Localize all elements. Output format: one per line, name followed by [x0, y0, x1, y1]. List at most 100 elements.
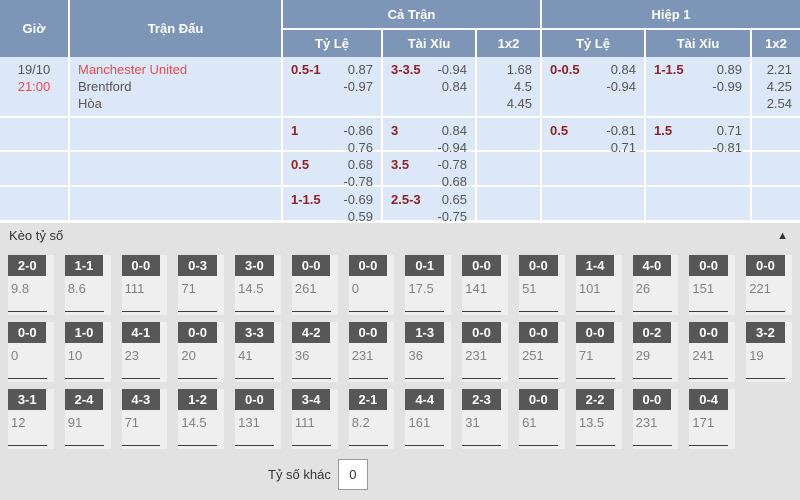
odds-value[interactable]: 2.54 [766, 96, 792, 111]
score-cell[interactable]: 0-0 151 [689, 255, 736, 315]
stake-input[interactable] [462, 445, 502, 446]
stake-input[interactable] [348, 445, 388, 446]
h1-handicap-cell[interactable]: 0-0.5 0.84 -0.94 [542, 57, 646, 116]
odds-value[interactable]: -0.81 [606, 123, 636, 138]
odds-value[interactable]: -0.81 [712, 140, 742, 155]
other-score-input[interactable] [337, 459, 368, 490]
ft-handicap-cell[interactable]: 1 -0.86 0.76 [283, 118, 383, 155]
ft-handicap-cell[interactable]: 0.5 0.68 -0.78 [283, 152, 383, 189]
score-cell[interactable]: 0-0 71 [575, 322, 622, 382]
score-cell[interactable]: 2-4 91 [64, 389, 111, 449]
ft-overunder-cell[interactable]: 3 0.84 -0.94 [383, 118, 477, 155]
odds-value[interactable]: -0.94 [437, 62, 467, 77]
stake-input[interactable] [519, 378, 558, 379]
odds-value[interactable]: 2.21 [766, 62, 792, 77]
stake-input[interactable] [405, 445, 445, 446]
stake-input[interactable] [235, 311, 275, 312]
odds-value[interactable]: 0.76 [347, 140, 373, 155]
ft-overunder-cell[interactable]: 2.5-3 0.65 -0.75 [383, 187, 477, 224]
stake-input[interactable] [348, 311, 388, 312]
odds-value[interactable]: 0.65 [441, 192, 467, 207]
stake-input[interactable] [64, 311, 104, 312]
odds-value[interactable]: 0.59 [347, 209, 373, 224]
stake-input[interactable] [689, 311, 729, 312]
stake-input[interactable] [575, 311, 615, 312]
ft-handicap-cell[interactable]: 0.5-1 0.87 -0.97 [283, 57, 383, 116]
h1-overunder-cell[interactable]: 1-1.5 0.89 -0.99 [646, 57, 752, 116]
ft-1x2-cell[interactable]: 1.68 4.5 4.45 [477, 57, 542, 116]
stake-input[interactable] [121, 378, 161, 379]
score-cell[interactable]: 4-0 26 [632, 255, 679, 315]
score-cell[interactable]: 0-0 61 [519, 389, 565, 449]
score-cell[interactable]: 2-2 13.5 [575, 389, 622, 449]
stake-input[interactable] [64, 445, 104, 446]
odds-value[interactable]: 0.71 [610, 140, 636, 155]
odds-value[interactable]: 4.5 [513, 79, 532, 94]
odds-value[interactable]: 1.68 [506, 62, 532, 77]
stake-input[interactable] [291, 378, 331, 379]
score-cell[interactable]: 2-0 9.8 [8, 255, 54, 315]
odds-value[interactable]: -0.94 [437, 140, 467, 155]
odds-value[interactable]: 4.45 [506, 96, 532, 111]
score-cell[interactable]: 2-3 31 [462, 389, 509, 449]
score-cell[interactable]: 1-1 8.6 [64, 255, 111, 315]
score-cell[interactable]: 3-0 14.5 [235, 255, 281, 315]
odds-value[interactable]: -0.99 [712, 79, 742, 94]
odds-value[interactable]: -0.75 [437, 209, 467, 224]
score-cell[interactable]: 0-0 251 [519, 322, 565, 382]
stake-input[interactable] [689, 445, 729, 446]
score-cell[interactable]: 2-1 8.2 [348, 389, 395, 449]
score-cell[interactable]: 0-0 141 [462, 255, 509, 315]
odds-value[interactable]: 0.87 [347, 62, 373, 77]
score-cell[interactable]: 1-4 101 [575, 255, 622, 315]
score-cell[interactable]: 3-1 12 [8, 389, 54, 449]
stake-input[interactable] [689, 378, 729, 379]
stake-input[interactable] [178, 445, 218, 446]
score-cell[interactable]: 0-0 51 [519, 255, 565, 315]
odds-value[interactable]: 0.84 [441, 123, 467, 138]
collapse-arrow-icon[interactable]: ▲ [777, 229, 788, 242]
odds-value[interactable]: -0.78 [437, 157, 467, 172]
score-cell[interactable]: 0-0 221 [746, 255, 792, 315]
score-cell[interactable]: 0-3 71 [178, 255, 225, 315]
score-cell[interactable]: 0-0 111 [121, 255, 168, 315]
odds-value[interactable]: 0.84 [441, 79, 467, 94]
score-cell[interactable]: 0-0 241 [689, 322, 736, 382]
odds-value[interactable]: -0.78 [343, 174, 373, 189]
score-cell[interactable]: 0-0 0 [348, 255, 395, 315]
stake-input[interactable] [462, 378, 502, 379]
score-cell[interactable]: 3-3 41 [235, 322, 281, 382]
stake-input[interactable] [519, 445, 558, 446]
score-cell[interactable]: 0-0 0 [8, 322, 54, 382]
odds-value[interactable]: 0.84 [610, 62, 636, 77]
score-cell[interactable]: 0-1 17.5 [405, 255, 452, 315]
score-cell[interactable]: 0-0 261 [291, 255, 338, 315]
score-cell[interactable]: 4-2 36 [291, 322, 338, 382]
odds-value[interactable]: 0.68 [441, 174, 467, 189]
stake-input[interactable] [121, 311, 161, 312]
score-cell[interactable]: 0-0 231 [632, 389, 679, 449]
stake-input[interactable] [405, 378, 445, 379]
stake-input[interactable] [462, 311, 502, 312]
score-cell[interactable]: 1-2 14.5 [178, 389, 225, 449]
stake-input[interactable] [8, 311, 47, 312]
h1-overunder-cell[interactable]: 1.5 0.71 -0.81 [646, 118, 752, 155]
stake-input[interactable] [121, 445, 161, 446]
stake-input[interactable] [178, 311, 218, 312]
score-cell[interactable]: 4-3 71 [121, 389, 168, 449]
ft-overunder-cell[interactable]: 3.5 -0.78 0.68 [383, 152, 477, 189]
stake-input[interactable] [632, 378, 672, 379]
stake-input[interactable] [575, 378, 615, 379]
stake-input[interactable] [291, 311, 331, 312]
h1-1x2-cell[interactable]: 2.21 4.25 2.54 [752, 57, 800, 116]
score-cell[interactable]: 4-1 23 [121, 322, 168, 382]
stake-input[interactable] [235, 378, 275, 379]
odds-value[interactable]: 4.25 [766, 79, 792, 94]
stake-input[interactable] [632, 445, 672, 446]
stake-input[interactable] [575, 445, 615, 446]
stake-input[interactable] [291, 445, 331, 446]
odds-value[interactable]: -0.94 [606, 79, 636, 94]
stake-input[interactable] [178, 378, 218, 379]
stake-input[interactable] [632, 311, 672, 312]
stake-input[interactable] [8, 378, 47, 379]
